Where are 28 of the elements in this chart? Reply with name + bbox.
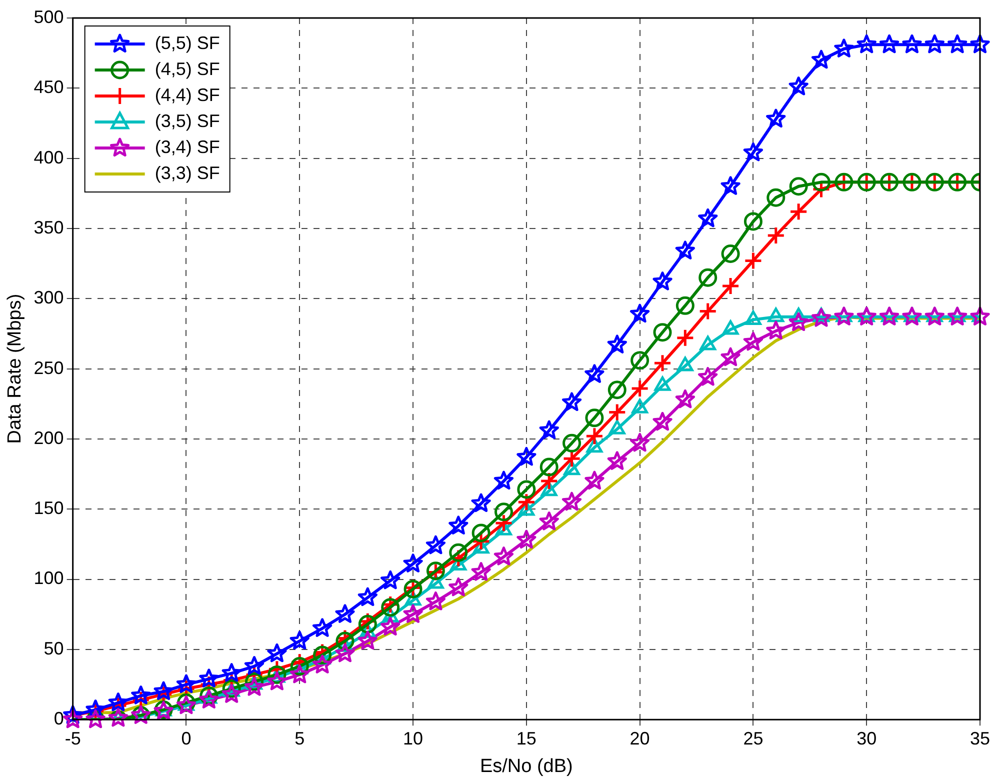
x-tick-label: 25 — [743, 728, 764, 748]
y-tick-label: 350 — [34, 217, 64, 238]
x-tick-label: 0 — [181, 728, 192, 748]
x-tick-label: -5 — [64, 728, 81, 748]
y-tick-label: 300 — [34, 288, 64, 308]
x-axis-title: Es/No (dB) — [480, 756, 573, 777]
legend-label: (4,5) SF — [154, 58, 220, 79]
y-tick-label: 250 — [34, 358, 64, 378]
legend-label: (5,5) SF — [154, 32, 220, 53]
y-axis-title: Data Rate (Mbps) — [4, 294, 26, 444]
legend-label: (4,4) SF — [154, 84, 220, 105]
y-tick-label: 0 — [54, 708, 64, 729]
x-tick-label: 15 — [516, 728, 536, 748]
x-tick-label: 5 — [294, 728, 305, 748]
x-tick-label: 20 — [630, 728, 650, 748]
x-tick-label: 35 — [970, 728, 990, 748]
y-tick-label: 400 — [34, 147, 64, 168]
y-tick-label: 150 — [34, 498, 64, 518]
y-tick-label: 50 — [44, 638, 64, 658]
legend-label: (3,5) SF — [154, 110, 220, 131]
y-tick-label: 100 — [34, 568, 64, 588]
x-tick-label: 30 — [856, 728, 877, 748]
legend-label: (3,4) SF — [154, 136, 220, 157]
y-tick-label: 200 — [34, 428, 64, 448]
y-tick-label: 500 — [34, 6, 64, 27]
x-tick-label: 10 — [403, 728, 424, 748]
legend-label: (3,3) SF — [154, 162, 220, 183]
y-tick-label: 450 — [34, 77, 64, 98]
